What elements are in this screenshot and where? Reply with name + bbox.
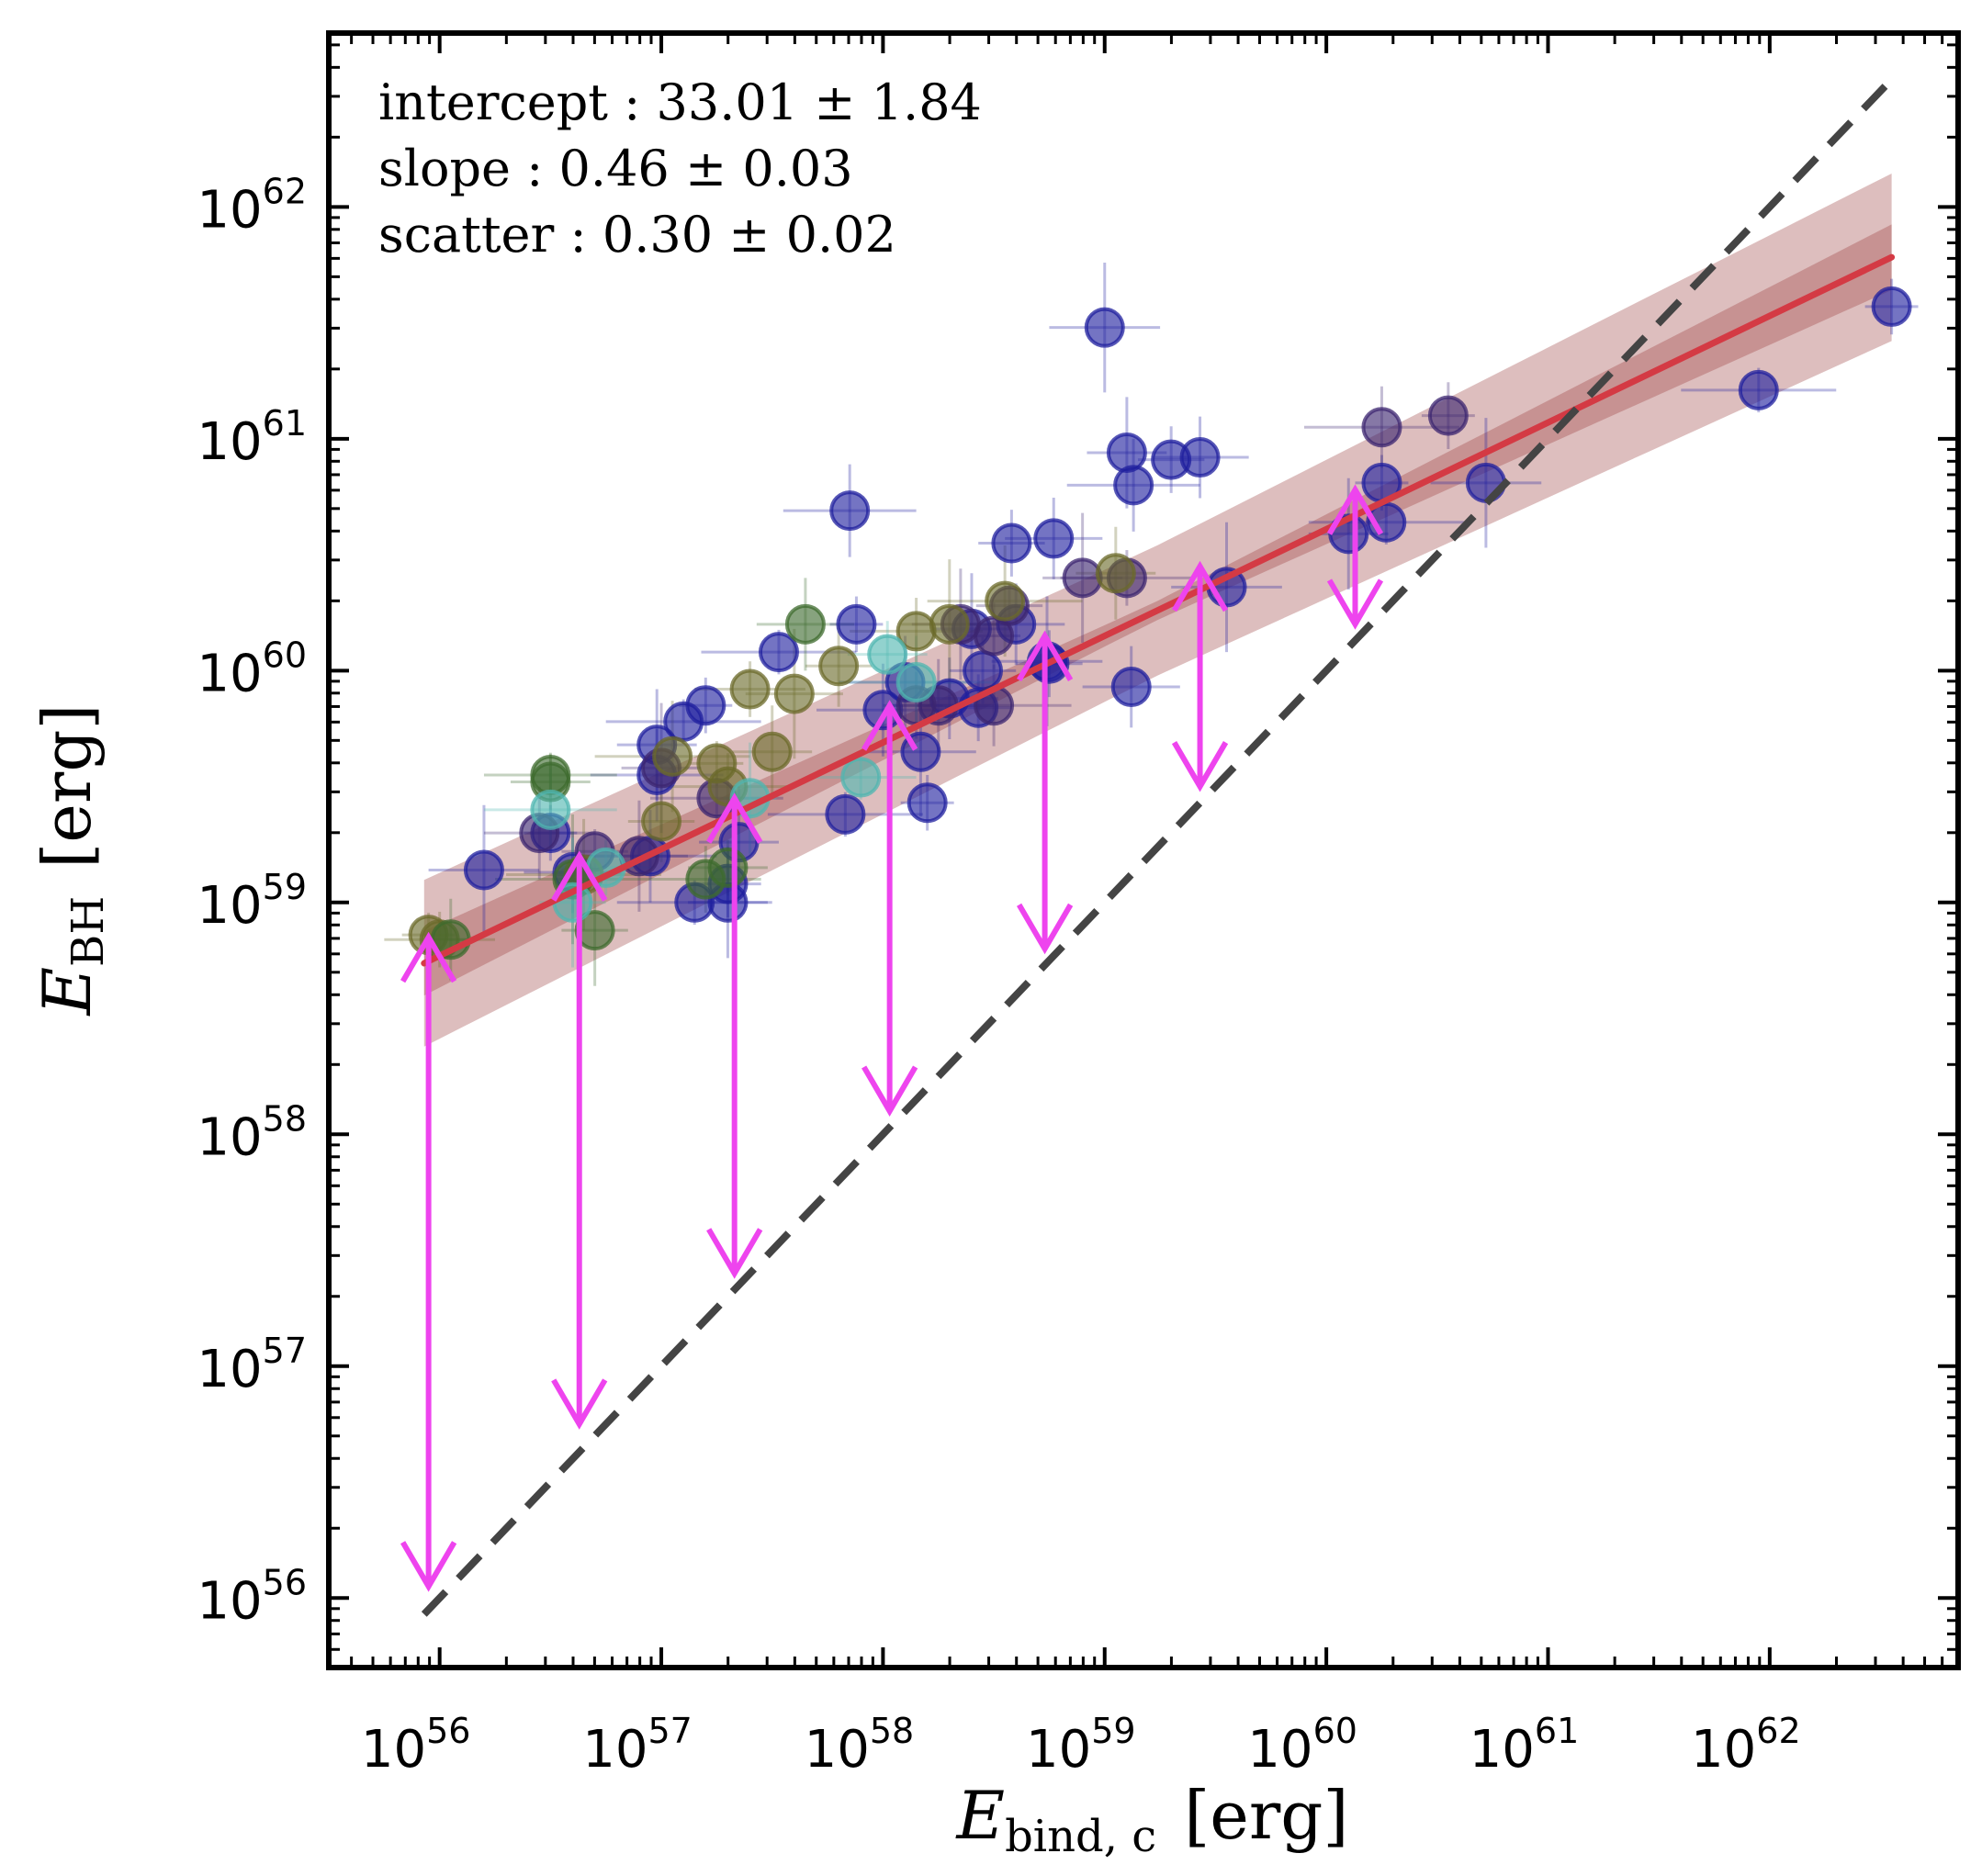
data-point-olive: [652, 736, 693, 777]
data-point-green: [707, 847, 749, 888]
double-arrow-1: [400, 931, 457, 1592]
double-arrow-6: [1171, 560, 1229, 792]
fit-annotation-3: scatter : 0.30 ± 0.02: [378, 206, 896, 264]
fit-annotation-1: intercept : 33.01 ± 1.84: [378, 73, 982, 131]
data-point-green: [784, 603, 826, 645]
data-point-olive: [751, 731, 793, 772]
double-arrow-4: [861, 700, 918, 1117]
data-point-cyan: [867, 634, 908, 675]
data-point-blue: [1084, 307, 1125, 348]
fit-line: [421, 253, 1896, 967]
data-point-blue: [1179, 437, 1221, 478]
x-axis-title: Ebind, c [erg]: [955, 1777, 1349, 1862]
x-tick-label: 1061: [1470, 1711, 1580, 1780]
data-point-blue: [1871, 286, 1912, 327]
data-point-blue: [825, 793, 866, 835]
y-tick-label: 1062: [197, 171, 307, 240]
arrow-head-up: [1171, 560, 1229, 612]
arrow-head-down: [400, 1541, 457, 1592]
arrow-head-down: [1017, 903, 1074, 955]
x-tick-label: 1062: [1691, 1711, 1801, 1780]
data-point-blue: [1106, 432, 1147, 473]
data-point-purple: [974, 615, 1015, 657]
y-tick-label: 1061: [197, 403, 307, 472]
fit-annotation-2: slope : 0.46 ± 0.03: [378, 140, 853, 197]
data-point-purple: [1427, 395, 1469, 436]
double-arrow-7: [1326, 484, 1384, 630]
arrow-head-up: [1326, 484, 1384, 535]
y-tick-label: 1057: [197, 1331, 307, 1399]
y-tick-label: 1059: [197, 867, 307, 936]
data-point-purple: [1062, 557, 1103, 599]
arrow-head-up: [1017, 630, 1074, 681]
data-point-blue: [907, 782, 948, 824]
double-arrow-3: [706, 792, 763, 1279]
x-tick-label: 1058: [805, 1711, 915, 1780]
data-point-blue: [829, 490, 871, 532]
arrow-head-up: [551, 850, 608, 902]
data-point-olive: [729, 668, 771, 710]
x-tick-label: 1059: [1026, 1711, 1136, 1780]
data-point-blue: [991, 522, 1032, 564]
one-to-one-line: [421, 76, 1895, 1617]
data-point-olive: [818, 646, 860, 687]
data-point-cyan: [840, 757, 882, 798]
data-point-blue: [1110, 667, 1152, 707]
x-tick-label: 1060: [1247, 1711, 1357, 1780]
data-point-blue: [1465, 462, 1506, 503]
y-tick-label: 1058: [197, 1098, 307, 1167]
plot-frame: [326, 30, 1961, 1670]
arrow-head-up: [861, 700, 918, 751]
data-point-blue: [963, 650, 1004, 691]
y-axis-title: EBH[erg]: [28, 704, 114, 1017]
data-point-blue: [836, 603, 877, 645]
arrow-head-up: [400, 931, 457, 983]
data-point-green: [574, 910, 615, 951]
data-point-olive: [985, 580, 1026, 622]
data-point-olive: [929, 603, 970, 645]
data-point-olive: [773, 673, 815, 714]
data-point-blue: [862, 690, 904, 731]
data-point-blue: [758, 632, 799, 673]
y-tick-label: 1060: [197, 635, 307, 703]
double-arrow-2: [551, 850, 608, 1430]
data-point-cyan: [530, 789, 571, 830]
x-tick-label: 1056: [361, 1711, 471, 1780]
arrow-head-up: [706, 792, 763, 844]
data-point-olive: [1095, 553, 1136, 594]
data-point-blue: [1738, 369, 1779, 410]
data-point-cyan: [895, 661, 937, 702]
data-point-purple: [1361, 407, 1402, 448]
data-point-blue: [1033, 518, 1075, 559]
data-point-green: [530, 754, 571, 795]
data-point-olive: [641, 801, 682, 842]
double-arrow-5: [1017, 630, 1074, 955]
arrow-head-down: [551, 1378, 608, 1430]
arrow-head-down: [706, 1228, 763, 1279]
y-tick-label: 1056: [197, 1562, 307, 1631]
arrow-head-down: [861, 1065, 918, 1117]
x-tick-label: 1057: [582, 1711, 693, 1780]
data-point-blue: [463, 849, 504, 891]
arrow-head-down: [1171, 741, 1229, 792]
arrow-head-down: [1326, 579, 1384, 630]
data-point-blue: [1113, 465, 1154, 506]
